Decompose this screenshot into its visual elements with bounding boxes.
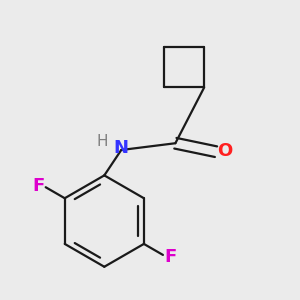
Text: F: F [164,248,176,266]
Text: F: F [32,176,44,194]
Text: N: N [114,139,129,157]
Text: O: O [217,142,232,160]
Text: H: H [97,134,108,149]
